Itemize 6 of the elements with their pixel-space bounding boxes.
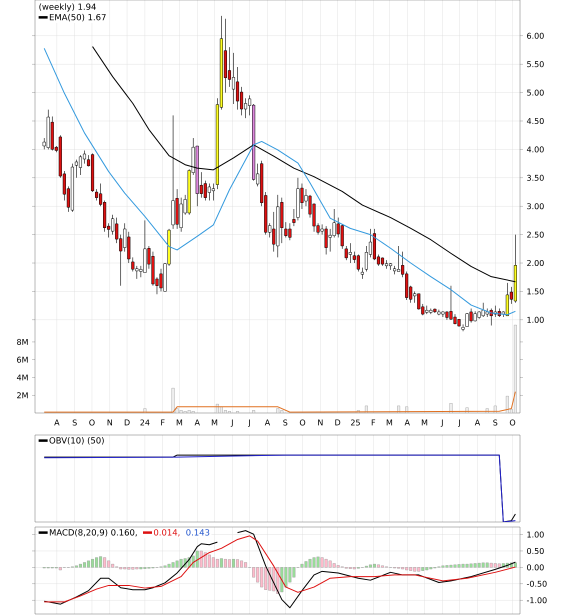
legend-label: 0.014, — [154, 529, 180, 536]
legend-label: OBV(10) (50) — [50, 437, 104, 445]
annotation: 0.143 — [186, 529, 210, 536]
chart-title: (weekly) 1.94 — [39, 3, 96, 12]
legend-label: MACD(8,20,9) 0.160, — [50, 529, 137, 537]
legend-label: EMA(50) 1.67 — [50, 14, 106, 22]
